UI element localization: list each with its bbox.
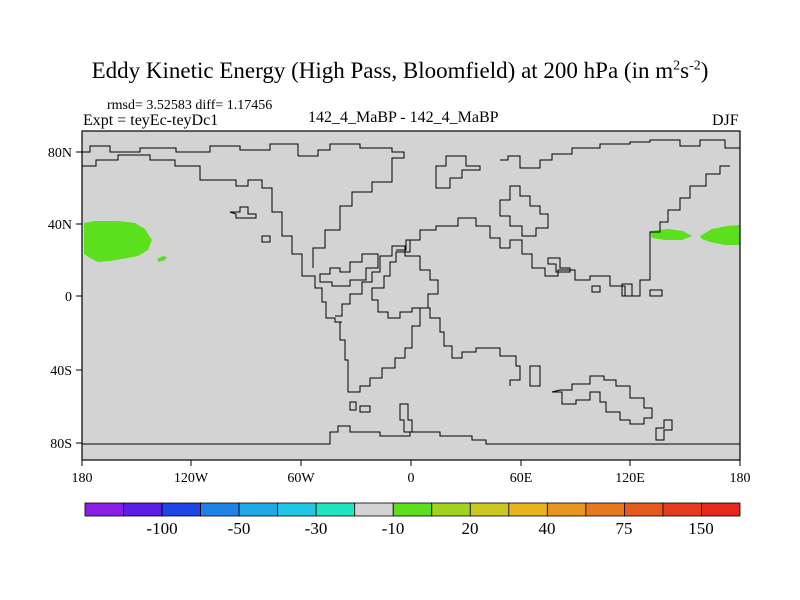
coastline-arctic-canada bbox=[298, 143, 405, 268]
anomaly-layer bbox=[84, 221, 740, 262]
coastline-australia bbox=[551, 375, 653, 425]
coastline-antarctic-peninsula bbox=[349, 401, 413, 433]
coastline-europe-asia bbox=[500, 139, 740, 169]
colorbar-box-6 bbox=[315, 502, 356, 517]
y-tick-label-40n: 40N bbox=[48, 218, 72, 233]
colorbar-label-150: 150 bbox=[688, 519, 714, 538]
coastline-africa bbox=[371, 239, 521, 386]
colorbar-box-10 bbox=[469, 502, 510, 517]
title-text-end: ) bbox=[700, 58, 709, 83]
axis-ticks bbox=[76, 151, 741, 466]
title-superscript-1: 2 bbox=[673, 58, 681, 74]
season-label: DJF bbox=[712, 112, 739, 129]
coastline-north-america bbox=[82, 154, 342, 323]
x-tick-label-0: 0 bbox=[408, 471, 415, 486]
colorbar-label-20: 20 bbox=[462, 519, 479, 538]
colorbar-box-9 bbox=[431, 502, 471, 517]
colorbar-box-13 bbox=[585, 502, 625, 517]
title-superscript-2: -2 bbox=[689, 58, 701, 74]
coastline-greenland bbox=[435, 155, 481, 189]
colorbar-labels: -100 -50 -30 -10 20 40 75 150 bbox=[146, 519, 713, 538]
y-axis-labels: 80N 40N 0 40S 80S bbox=[48, 146, 72, 452]
coastline-central-america bbox=[319, 253, 379, 287]
comparison-label: 142_4_MaBP - 142_4_MaBP bbox=[308, 109, 499, 126]
coastline-arctic-ocean bbox=[82, 143, 299, 156]
map-background bbox=[82, 131, 740, 460]
coastline-layer bbox=[82, 139, 740, 445]
anomaly-patch-north-pacific-small bbox=[157, 256, 167, 262]
x-axis-labels: 180 120W 60W 0 60E 120E 180 bbox=[72, 471, 751, 486]
colorbar-label-40: 40 bbox=[539, 519, 556, 538]
coastline-antarctica bbox=[82, 425, 740, 445]
colorbar-label-minus-100: -100 bbox=[146, 519, 177, 538]
colorbar bbox=[84, 502, 741, 517]
colorbar-box-4 bbox=[238, 502, 279, 517]
coastline-hudson-bay bbox=[229, 206, 271, 243]
colorbar-box-16 bbox=[701, 502, 741, 517]
colorbar-box-1 bbox=[123, 502, 163, 517]
coastline-mediterranean bbox=[499, 185, 549, 237]
x-tick-label-60e: 60E bbox=[510, 471, 533, 486]
anomaly-patch-north-pacific-east bbox=[84, 221, 152, 262]
colorbar-box-5 bbox=[277, 502, 317, 517]
y-tick-label-80s: 80S bbox=[50, 437, 72, 452]
colorbar-box-7 bbox=[354, 502, 394, 517]
y-tick-label-0: 0 bbox=[65, 290, 72, 305]
map-title: Eddy Kinetic Energy (High Pass, Bloomfie… bbox=[0, 58, 800, 84]
colorbar-box-3 bbox=[200, 502, 240, 517]
coastline-eurasia-south bbox=[396, 165, 730, 297]
anomaly-patch-north-pacific-west bbox=[650, 225, 740, 245]
colorbar-label-75: 75 bbox=[616, 519, 633, 538]
colorbar-box-12 bbox=[546, 502, 587, 517]
colorbar-box-14 bbox=[624, 502, 664, 517]
colorbar-box-11 bbox=[508, 502, 548, 517]
y-tick-label-80n: 80N bbox=[48, 146, 72, 161]
coastline-india bbox=[547, 257, 663, 297]
x-tick-label-180e: 180 bbox=[730, 471, 751, 486]
coastline-madagascar bbox=[529, 365, 541, 387]
title-text-mid: s bbox=[680, 58, 690, 83]
colorbar-box-15 bbox=[662, 502, 702, 517]
colorbar-box-2 bbox=[161, 502, 201, 517]
experiment-label: Expt = teyEc-teyDc1 bbox=[83, 112, 219, 129]
stats-label: rmsd= 3.52583 diff= 1.17456 bbox=[107, 98, 273, 113]
colorbar-box-8 bbox=[392, 502, 433, 517]
x-tick-label-120w: 120W bbox=[174, 471, 209, 486]
x-tick-label-120e: 120E bbox=[615, 471, 645, 486]
coastline-south-america bbox=[335, 245, 439, 393]
y-tick-label-40s: 40S bbox=[50, 364, 72, 379]
x-tick-label-60w: 60W bbox=[287, 471, 315, 486]
x-tick-label-180w: 180 bbox=[72, 471, 93, 486]
colorbar-box-0 bbox=[84, 502, 124, 517]
colorbar-label-minus-10: -10 bbox=[382, 519, 405, 538]
colorbar-label-minus-50: -50 bbox=[228, 519, 251, 538]
coastline-new-zealand bbox=[655, 419, 673, 441]
title-text: Eddy Kinetic Energy (High Pass, Bloomfie… bbox=[91, 58, 674, 83]
colorbar-label-minus-30: -30 bbox=[305, 519, 328, 538]
